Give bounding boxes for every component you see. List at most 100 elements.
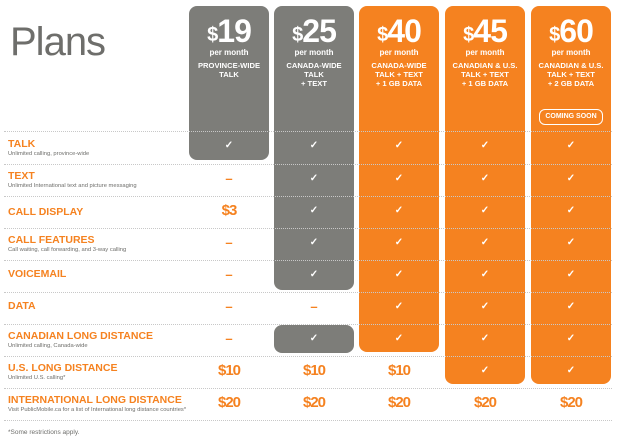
feature-description: Visit PublicMobile.ca for a list of Inte… [8,407,187,413]
plan-column-60[interactable]: $60 per month CANADIAN & U.S. TALK + TEX… [531,6,611,384]
check-icon: ✓ [566,140,576,151]
coming-soon-badge: COMING SOON [539,109,603,125]
row-divider [4,388,612,389]
plan-name: CANADIAN & U.S. TALK + TEXT + 2 GB DATA [538,61,604,88]
row-divider [4,260,612,261]
dash-icon: – [225,235,233,250]
plan-cell-price: $20 [217,394,241,411]
plan-cell-price: $10 [387,362,411,379]
plan-price: 45 [473,13,508,49]
plan-per-month: per month [465,48,505,57]
row-label-data: DATA [8,300,36,312]
check-icon: ✓ [224,140,234,151]
check-icon: ✓ [566,365,576,376]
plan-per-month: per month [379,48,419,57]
dash-icon: – [225,171,233,186]
plan-per-month: per month [294,48,334,57]
feature-name: DATA [8,300,36,312]
check-icon: ✓ [566,173,576,184]
feature-description: Unlimited U.S. calling* [8,375,66,381]
check-icon: ✓ [394,333,404,344]
check-icon: ✓ [480,237,490,248]
check-icon: ✓ [480,365,490,376]
plan-cell-price: $3 [221,202,238,219]
plan-column-45[interactable]: $45 per month CANADIAN & U.S. TALK + TEX… [445,6,525,384]
check-icon: ✓ [480,205,490,216]
plan-per-month: per month [209,48,249,57]
row-divider [4,324,612,325]
check-icon: ✓ [566,301,576,312]
row-label-canadian-ld: CANADIAN LONG DISTANCE Unlimited calling… [8,330,153,349]
feature-name: TALK [8,138,36,150]
plan-column-19[interactable]: $19 per month PROVINCE-WIDE TALK [189,6,269,160]
row-label-text: TEXT Unlimited International text and pi… [8,170,137,189]
check-icon: ✓ [309,205,319,216]
row-divider [4,420,612,421]
feature-name: CALL DISPLAY [8,206,84,218]
plan-name: CANADA-WIDE TALK + TEXT + 1 GB DATA [371,61,427,88]
row-divider [4,292,612,293]
check-icon: ✓ [309,237,319,248]
check-icon: ✓ [394,140,404,151]
check-icon: ✓ [309,140,319,151]
feature-name: CANADIAN LONG DISTANCE [8,330,154,342]
row-divider [4,164,612,165]
canadian-ld-highlight [274,325,354,353]
row-label-us-ld: U.S. LONG DISTANCE Unlimited U.S. callin… [8,362,117,381]
plan-price: 60 [559,13,594,49]
row-label-talk: TALK Unlimited calling, province-wide [8,138,89,157]
feature-name: VOICEMAIL [8,268,67,280]
plan-name: CANADIAN & U.S. TALK + TEXT + 1 GB DATA [452,61,518,88]
row-divider [4,196,612,197]
footnote: *Some restrictions apply. [8,429,80,436]
dash-icon: – [225,299,233,314]
check-icon: ✓ [480,269,490,280]
plan-cell-price: $10 [217,362,241,379]
row-divider [4,131,612,132]
plan-name: CANADA-WIDE TALK + TEXT [286,61,342,88]
check-icon: ✓ [480,301,490,312]
plan-cell-price: $20 [387,394,411,411]
feature-name: U.S. LONG DISTANCE [8,362,118,374]
plan-name: PROVINCE-WIDE TALK [197,61,261,79]
feature-name: TEXT [8,170,35,182]
row-label-call-display: CALL DISPLAY [8,206,83,218]
row-label-international-ld: INTERNATIONAL LONG DISTANCE Visit Public… [8,394,186,413]
feature-name: INTERNATIONAL LONG DISTANCE [8,394,182,406]
plan-cell-price: $10 [302,362,326,379]
feature-description: Unlimited calling, Canada-wide [8,343,88,349]
check-icon: ✓ [480,333,490,344]
check-icon: ✓ [394,301,404,312]
feature-description: Unlimited International text and picture… [8,183,137,189]
check-icon: ✓ [480,140,490,151]
check-icon: ✓ [566,333,576,344]
check-icon: ✓ [394,173,404,184]
check-icon: ✓ [394,205,404,216]
check-icon: ✓ [566,269,576,280]
check-icon: ✓ [566,237,576,248]
dash-icon: – [225,331,233,346]
plan-cell-price: $20 [473,394,497,411]
check-icon: ✓ [480,173,490,184]
page-title: Plans [10,20,106,64]
plan-cell-price: $20 [559,394,583,411]
dash-icon: – [310,299,318,314]
plan-per-month: per month [551,48,591,57]
feature-name: CALL FEATURES [8,234,95,246]
feature-description: Unlimited calling, province-wide [8,151,90,157]
plan-column-40[interactable]: $40 per month CANADA-WIDE TALK + TEXT + … [359,6,439,352]
check-icon: ✓ [566,205,576,216]
row-divider [4,228,612,229]
check-icon: ✓ [309,333,319,344]
check-icon: ✓ [309,269,319,280]
row-label-voicemail: VOICEMAIL [8,268,66,280]
feature-description: Call waiting, call forwarding, and 3-way… [8,247,127,253]
check-icon: ✓ [309,173,319,184]
plan-cell-price: $20 [302,394,326,411]
check-icon: ✓ [394,269,404,280]
plan-price: 25 [302,13,337,49]
plan-price: 19 [217,13,252,49]
dash-icon: – [225,267,233,282]
check-icon: ✓ [394,237,404,248]
plan-column-25[interactable]: $25 per month CANADA-WIDE TALK + TEXT [274,6,354,290]
